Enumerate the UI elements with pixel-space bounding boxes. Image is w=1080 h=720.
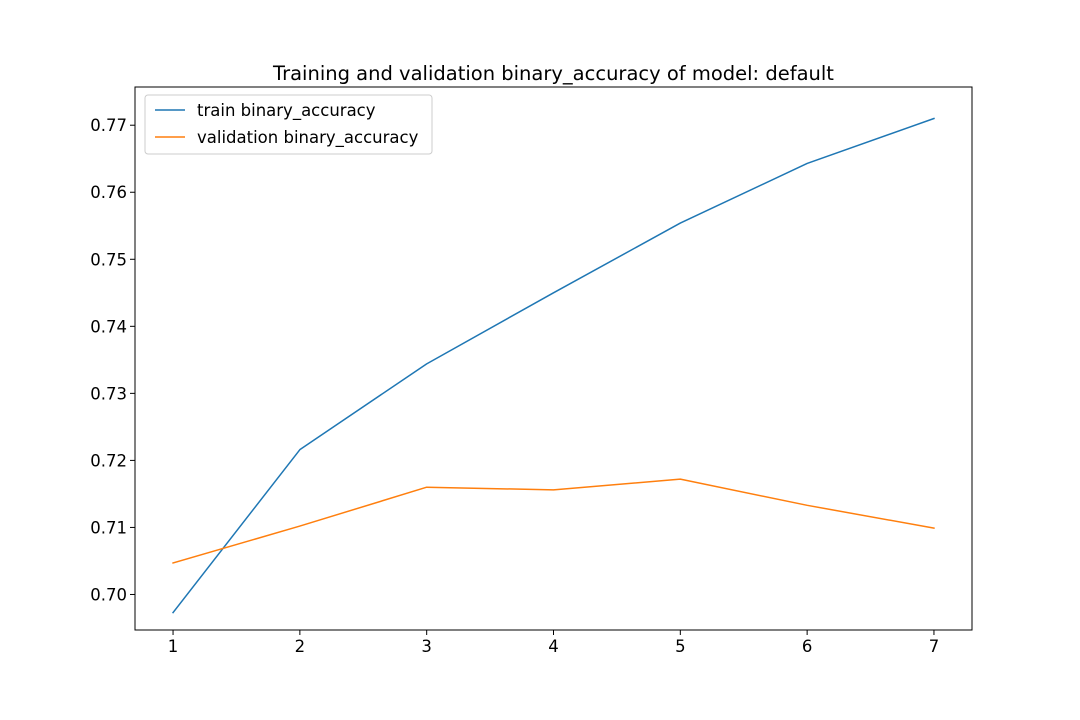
y-tick-label: 0.76 bbox=[90, 183, 127, 202]
y-tick-label: 0.73 bbox=[90, 384, 127, 403]
legend-frame bbox=[144, 94, 433, 155]
x-tick-label: 5 bbox=[675, 637, 686, 656]
y-tick-label: 0.70 bbox=[90, 585, 127, 604]
x-tick-label: 7 bbox=[929, 637, 940, 656]
x-tick-label: 4 bbox=[548, 637, 559, 656]
series-line-validation bbox=[172, 478, 935, 564]
series-line-train bbox=[171, 117, 935, 614]
x-tick-label: 1 bbox=[168, 637, 179, 656]
legend-label-validation: validation binary_accuracy bbox=[197, 128, 419, 148]
x-tick-label: 2 bbox=[295, 637, 306, 656]
y-tick-label: 0.75 bbox=[90, 250, 127, 269]
y-tick-label: 0.72 bbox=[90, 451, 127, 470]
x-axis: 1 2 3 4 5 6 7 bbox=[168, 630, 939, 656]
y-tick-label: 0.77 bbox=[90, 116, 127, 135]
chart-title: Training and validation binary_accuracy … bbox=[272, 62, 834, 85]
y-tick-label: 0.71 bbox=[90, 518, 127, 537]
series-layer bbox=[171, 117, 935, 614]
legend-label-train: train binary_accuracy bbox=[197, 101, 376, 121]
legend: train binary_accuracy validation binary_… bbox=[144, 94, 433, 155]
x-tick-label: 6 bbox=[802, 637, 813, 656]
y-tick-label: 0.74 bbox=[90, 317, 127, 336]
x-tick-label: 3 bbox=[421, 637, 432, 656]
y-axis: 0.70 0.71 0.72 0.73 0.74 0.75 0.76 0.77 bbox=[90, 116, 135, 604]
